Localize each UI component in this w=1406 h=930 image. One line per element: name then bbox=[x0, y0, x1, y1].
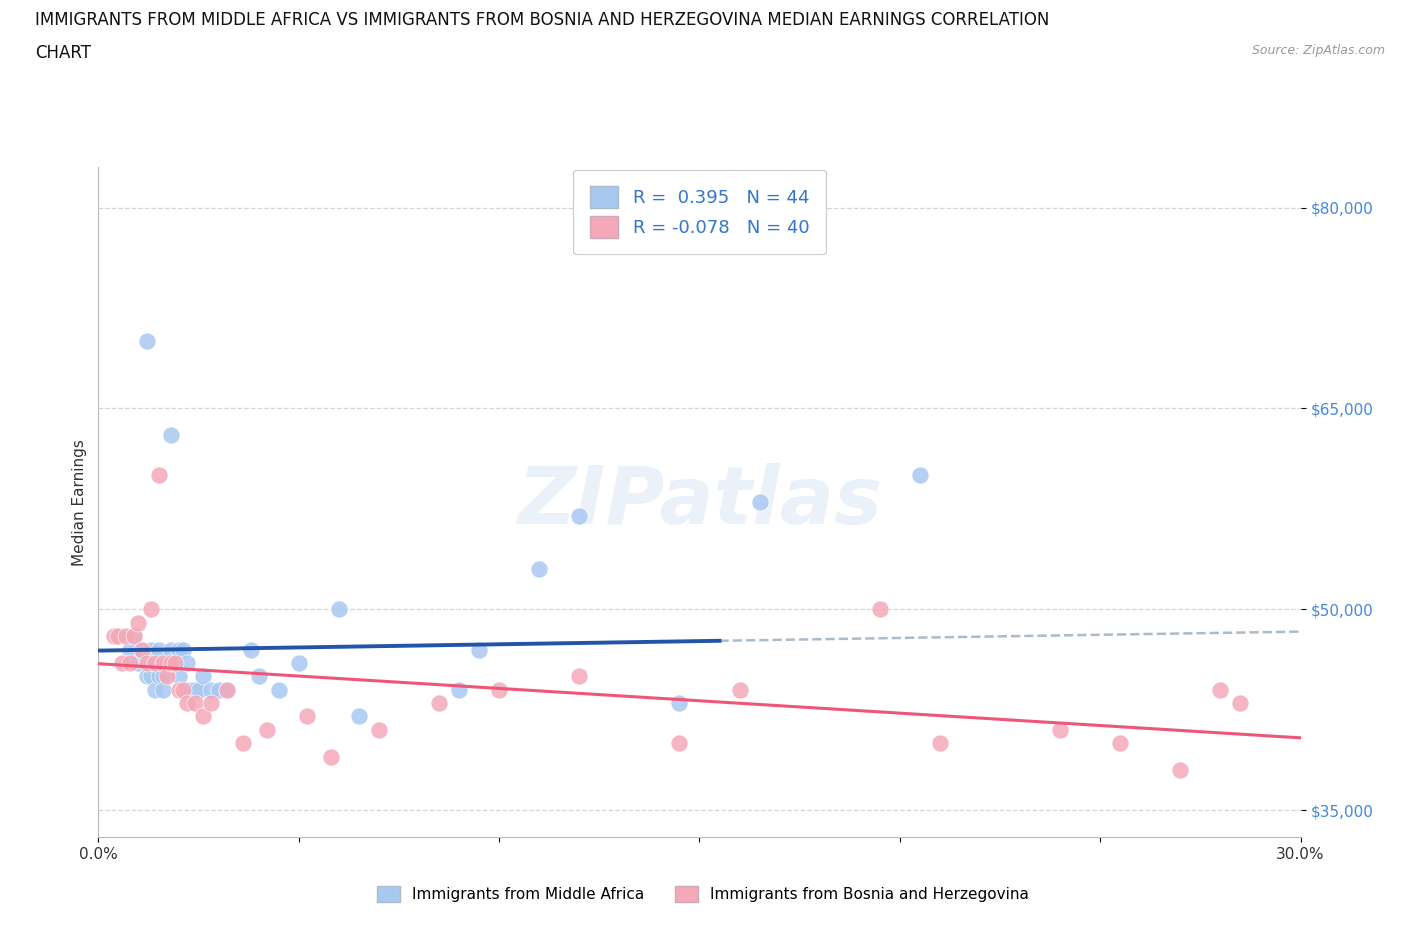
Text: CHART: CHART bbox=[35, 44, 91, 61]
Point bbox=[267, 683, 290, 698]
Point bbox=[180, 683, 202, 698]
Point bbox=[1109, 736, 1132, 751]
Point bbox=[191, 669, 214, 684]
Point bbox=[131, 642, 153, 657]
Point bbox=[191, 709, 214, 724]
Point bbox=[159, 656, 181, 671]
Point bbox=[368, 723, 391, 737]
Point bbox=[1229, 696, 1251, 711]
Point bbox=[111, 656, 134, 671]
Point bbox=[256, 723, 278, 737]
Point bbox=[159, 428, 181, 443]
Point bbox=[131, 642, 153, 657]
Legend: R =  0.395   N = 44, R = -0.078   N = 40: R = 0.395 N = 44, R = -0.078 N = 40 bbox=[574, 170, 825, 255]
Point bbox=[1209, 683, 1232, 698]
Point bbox=[135, 334, 157, 349]
Point bbox=[328, 602, 350, 617]
Point bbox=[120, 656, 142, 671]
Legend: Immigrants from Middle Africa, Immigrants from Bosnia and Herzegovina: Immigrants from Middle Africa, Immigrant… bbox=[371, 880, 1035, 909]
Point bbox=[124, 629, 146, 644]
Point bbox=[1170, 763, 1192, 777]
Point bbox=[247, 669, 270, 684]
Point bbox=[176, 656, 198, 671]
Point bbox=[200, 683, 222, 698]
Point bbox=[176, 683, 198, 698]
Point bbox=[124, 629, 146, 644]
Point bbox=[568, 669, 591, 684]
Point bbox=[148, 669, 170, 684]
Point bbox=[347, 709, 370, 724]
Point bbox=[163, 656, 186, 671]
Point bbox=[728, 683, 751, 698]
Point bbox=[172, 642, 194, 657]
Point bbox=[143, 656, 166, 671]
Point bbox=[208, 683, 231, 698]
Point bbox=[167, 669, 190, 684]
Point bbox=[668, 736, 690, 751]
Point bbox=[1049, 723, 1071, 737]
Point bbox=[128, 656, 150, 671]
Point bbox=[908, 468, 931, 483]
Point bbox=[152, 683, 174, 698]
Point bbox=[295, 709, 318, 724]
Point bbox=[748, 495, 770, 510]
Point bbox=[128, 616, 150, 631]
Point bbox=[148, 642, 170, 657]
Point bbox=[143, 656, 166, 671]
Point bbox=[155, 656, 177, 671]
Point bbox=[529, 562, 551, 577]
Point bbox=[288, 656, 311, 671]
Point bbox=[427, 696, 450, 711]
Point bbox=[135, 669, 157, 684]
Point bbox=[319, 750, 342, 764]
Point bbox=[183, 696, 205, 711]
Point bbox=[155, 669, 177, 684]
Text: IMMIGRANTS FROM MIDDLE AFRICA VS IMMIGRANTS FROM BOSNIA AND HERZEGOVINA MEDIAN E: IMMIGRANTS FROM MIDDLE AFRICA VS IMMIGRA… bbox=[35, 11, 1049, 29]
Point bbox=[215, 683, 238, 698]
Point bbox=[172, 683, 194, 698]
Point bbox=[183, 683, 205, 698]
Point bbox=[115, 629, 138, 644]
Point bbox=[120, 642, 142, 657]
Point bbox=[167, 683, 190, 698]
Point bbox=[148, 468, 170, 483]
Point bbox=[232, 736, 254, 751]
Text: ZIPatlas: ZIPatlas bbox=[517, 463, 882, 541]
Point bbox=[488, 683, 510, 698]
Point bbox=[139, 602, 162, 617]
Point bbox=[107, 629, 129, 644]
Point bbox=[200, 696, 222, 711]
Point bbox=[176, 696, 198, 711]
Text: Source: ZipAtlas.com: Source: ZipAtlas.com bbox=[1251, 44, 1385, 57]
Point bbox=[159, 642, 181, 657]
Point bbox=[239, 642, 262, 657]
Y-axis label: Median Earnings: Median Earnings bbox=[72, 439, 87, 565]
Point bbox=[468, 642, 491, 657]
Point bbox=[167, 642, 190, 657]
Point bbox=[139, 669, 162, 684]
Point bbox=[668, 696, 690, 711]
Point bbox=[187, 683, 209, 698]
Point bbox=[139, 642, 162, 657]
Point bbox=[1109, 843, 1132, 857]
Point bbox=[152, 669, 174, 684]
Point bbox=[447, 683, 470, 698]
Point bbox=[143, 683, 166, 698]
Point bbox=[163, 656, 186, 671]
Point bbox=[103, 629, 125, 644]
Point bbox=[929, 736, 952, 751]
Point bbox=[869, 602, 891, 617]
Point bbox=[215, 683, 238, 698]
Point bbox=[152, 656, 174, 671]
Point bbox=[568, 508, 591, 523]
Point bbox=[135, 656, 157, 671]
